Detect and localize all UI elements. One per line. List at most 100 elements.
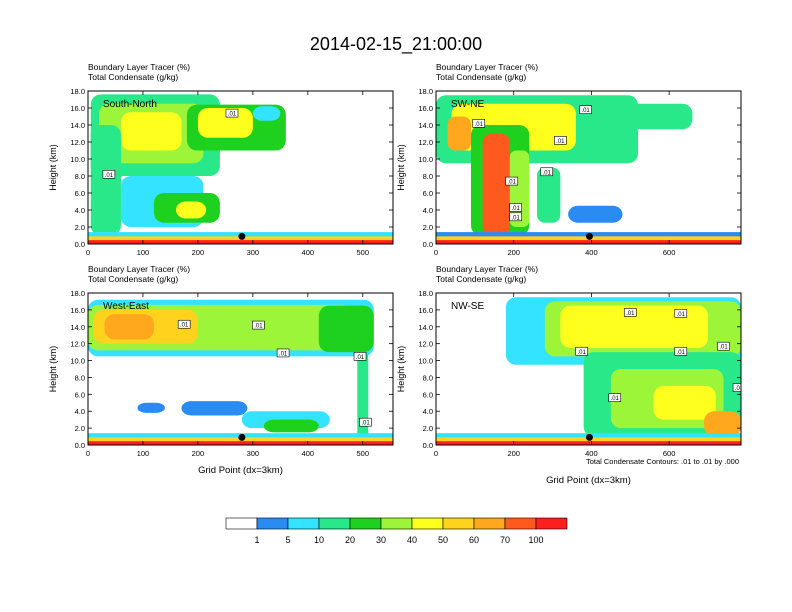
contour-label: .01	[356, 355, 365, 361]
colorbar-swatch	[256, 517, 289, 530]
contour-label-box	[509, 203, 522, 212]
y-axis-label: Height (km)	[48, 346, 58, 393]
tracer-region	[568, 205, 623, 223]
y-tick-label: 0.0	[75, 240, 85, 249]
y-tick-label: 0.0	[75, 441, 85, 450]
tracer-region	[252, 106, 281, 121]
colorbar-label: 100	[528, 535, 543, 545]
y-tick-label: 6.0	[75, 390, 85, 399]
contour-label-box	[674, 346, 688, 356]
y-tick-label: 8.0	[423, 172, 433, 181]
contour-label: .01	[508, 180, 517, 186]
x-tick-label: 400	[585, 248, 598, 257]
y-tick-label: 16.0	[70, 306, 85, 315]
y-tick-label: 4.0	[423, 206, 433, 215]
y-tick-label: 16.0	[418, 306, 433, 315]
colorbar-swatch	[318, 517, 351, 530]
contour-label-box	[717, 341, 730, 351]
y-tick-label: 2.0	[423, 424, 433, 433]
y-tick-label: 12.0	[418, 340, 433, 349]
tracer-region	[447, 116, 471, 151]
x-tick-label: 200	[507, 248, 520, 257]
plot-frame	[435, 90, 742, 245]
tracer-region	[571, 103, 693, 130]
contour-note: Total Condensate Contours: .01 to .01 by…	[586, 457, 739, 466]
x-tick-label: 200	[507, 449, 520, 458]
contour-label-box	[540, 167, 554, 177]
panel-south-north: .01 .01 0.0 2.0 4.0 6.0 8.0 10.0 12.0 14.0 16.0 18.…	[48, 62, 394, 257]
y-tick-label: 4.0	[75, 206, 85, 215]
x-tick-label: 0	[86, 248, 90, 257]
colorbar-swatch	[535, 517, 568, 530]
plot-frame	[435, 292, 742, 446]
y-tick-label: 18.0	[70, 289, 85, 298]
colorbar-label: 50	[438, 535, 448, 545]
y-tick-label: 12.0	[418, 138, 433, 147]
contour-label-box	[359, 417, 372, 427]
location-marker	[238, 433, 246, 441]
contour-label: .01	[475, 122, 484, 128]
colorbar-swatch	[287, 517, 320, 530]
contour-label-box	[732, 383, 741, 392]
y-tick-label: 8.0	[423, 373, 433, 382]
tracer-region	[537, 167, 561, 223]
location-marker	[585, 433, 593, 441]
contour-label: .01	[511, 215, 520, 221]
colorbar-swatch	[349, 517, 382, 530]
x-tick-label: 500	[357, 248, 370, 257]
contour-label-box	[102, 170, 116, 179]
colorbar-label: 70	[500, 535, 510, 545]
contour-label-box	[575, 346, 589, 356]
colorbar-swatch	[442, 517, 475, 530]
panel-nw-se: .01 .01 .01 .01 .01 .01 .01 0.0 2.0 4.0 6.0 8.0 10.0…	[396, 264, 742, 486]
colorbar-label: 1	[254, 535, 259, 545]
x-tick-label: 100	[137, 248, 150, 257]
colorbar-label: 60	[469, 535, 479, 545]
panel-name: NW-SE	[451, 301, 484, 312]
panel-subtitle-tracer: Boundary Layer Tracer (%)	[436, 264, 538, 274]
colorbar-label: 5	[285, 535, 290, 545]
y-axis-label: Height (km)	[396, 346, 406, 393]
tracer-region	[263, 419, 319, 433]
x-tick-label: 300	[247, 248, 260, 257]
panel-name: South-North	[103, 99, 157, 110]
contour-label-box	[472, 119, 486, 128]
x-axis-label: Grid Point (dx=3km)	[198, 465, 283, 476]
tracer-field: .01 .01	[88, 94, 393, 244]
tracer-region	[357, 352, 369, 437]
panel-subtitle-tracer: Boundary Layer Tracer (%)	[436, 62, 538, 72]
y-tick-label: 16.0	[418, 104, 433, 113]
colorbar-swatch	[380, 517, 413, 530]
panel-subtitle-tracer: Boundary Layer Tracer (%)	[88, 264, 190, 274]
x-tick-label: 400	[302, 449, 315, 458]
panel-sw-ne: .01 .01 .01 .01 .01 .01 .01 0.0 2.0 4.0 6.0 8.0 10.0…	[396, 62, 742, 257]
y-tick-label: 8.0	[75, 373, 85, 382]
x-tick-label: 0	[434, 449, 438, 458]
contour-label-box	[554, 136, 567, 145]
panel-west-east: .01 .01 .01 .01 .01 0.0 2.0 4.0 6.0 8.0 10.0 12.0 14…	[48, 264, 394, 476]
panel-subtitle-tracer: Boundary Layer Tracer (%)	[88, 62, 190, 72]
y-tick-label: 0.0	[423, 240, 433, 249]
location-marker	[238, 232, 246, 240]
tracer-region	[90, 125, 121, 236]
y-tick-label: 18.0	[70, 87, 85, 96]
contour-label: .01	[719, 345, 728, 351]
panels: .01 .01 0.0 2.0 4.0 6.0 8.0 10.0 12.0 14.0 16.0 18.…	[48, 62, 742, 486]
y-tick-label: 14.0	[70, 323, 85, 332]
y-tick-label: 4.0	[75, 407, 85, 416]
tracer-region	[482, 133, 510, 236]
contour-label: .01	[578, 350, 587, 356]
panel-name: SW-NE	[451, 99, 484, 110]
tracer-region	[175, 201, 207, 219]
contour-label-box	[177, 319, 191, 329]
colorbar-swatch	[411, 517, 444, 530]
y-tick-label: 12.0	[70, 138, 85, 147]
y-tick-label: 14.0	[418, 121, 433, 130]
x-tick-label: 0	[434, 248, 438, 257]
contour-label-box	[353, 352, 367, 361]
contour-label: .01	[611, 396, 620, 402]
contour-label: .01	[543, 170, 552, 176]
y-tick-label: 10.0	[418, 155, 433, 164]
tracer-region	[704, 411, 741, 437]
contour-label: .01	[180, 323, 189, 329]
